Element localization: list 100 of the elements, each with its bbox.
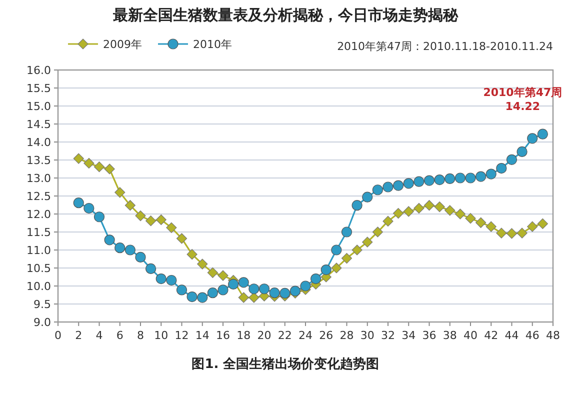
point bbox=[476, 217, 486, 228]
point bbox=[537, 218, 548, 230]
x-tick-label: 0 bbox=[54, 329, 62, 342]
y-tick-label: 16.0 bbox=[26, 64, 51, 77]
point bbox=[146, 216, 156, 226]
point bbox=[104, 234, 115, 246]
point bbox=[197, 258, 208, 270]
point bbox=[424, 200, 435, 211]
point bbox=[331, 262, 342, 274]
x-tick-label: 34 bbox=[402, 329, 416, 342]
point bbox=[414, 176, 424, 187]
point bbox=[84, 158, 94, 169]
point bbox=[258, 284, 270, 294]
y-tick-label: 12.0 bbox=[26, 208, 51, 221]
point bbox=[403, 178, 414, 189]
y-tick-label: 9.0 bbox=[34, 316, 51, 329]
point bbox=[176, 233, 188, 244]
point bbox=[248, 292, 260, 303]
point bbox=[207, 267, 218, 278]
annotation: 2010年第47周 14.22 bbox=[483, 86, 562, 114]
point bbox=[465, 172, 476, 184]
point bbox=[73, 153, 84, 164]
y-tick-label: 10.0 bbox=[26, 280, 51, 293]
point bbox=[84, 202, 94, 214]
x-tick-label: 48 bbox=[546, 329, 560, 342]
x-tick-label: 16 bbox=[216, 329, 230, 342]
point bbox=[269, 288, 280, 298]
x-tick-label: 38 bbox=[442, 329, 457, 342]
point bbox=[362, 236, 373, 248]
x-tick-label: 30 bbox=[360, 329, 374, 342]
point bbox=[476, 171, 486, 182]
point bbox=[197, 292, 208, 303]
point bbox=[403, 206, 414, 217]
y-tick-label: 15.5 bbox=[26, 82, 51, 95]
x-tick-label: 18 bbox=[236, 329, 251, 342]
point bbox=[434, 202, 445, 212]
point bbox=[341, 226, 352, 238]
y-tick-label: 10.5 bbox=[26, 262, 51, 275]
point bbox=[372, 184, 383, 196]
point bbox=[280, 288, 290, 298]
y-tick-label: 13.0 bbox=[26, 172, 51, 185]
point bbox=[434, 174, 445, 186]
y-tick-label: 14.0 bbox=[26, 136, 51, 149]
y-tick-label: 14.5 bbox=[26, 118, 51, 131]
point bbox=[300, 280, 311, 292]
x-tick-label: 40 bbox=[464, 329, 478, 342]
x-tick-label: 2 bbox=[75, 329, 82, 342]
point bbox=[496, 162, 507, 174]
point bbox=[166, 274, 177, 286]
point bbox=[176, 284, 188, 296]
y-tick-label: 13.5 bbox=[26, 154, 51, 167]
point bbox=[94, 212, 105, 222]
point bbox=[331, 244, 342, 256]
point bbox=[218, 284, 228, 296]
point bbox=[218, 270, 228, 281]
x-tick-label: 24 bbox=[298, 329, 312, 342]
y-tick-label: 12.5 bbox=[26, 190, 51, 203]
point bbox=[382, 216, 394, 226]
point bbox=[506, 154, 518, 165]
x-tick-label: 42 bbox=[484, 329, 498, 342]
point bbox=[444, 173, 456, 184]
x-tick-label: 22 bbox=[278, 329, 292, 342]
point bbox=[320, 264, 332, 276]
x-tick-label: 14 bbox=[195, 329, 210, 342]
point bbox=[156, 214, 166, 226]
caption: 图1. 全国生猪出场价变化趋势图 bbox=[192, 356, 380, 372]
point bbox=[341, 252, 352, 264]
point bbox=[382, 182, 394, 192]
x-tick-label: 46 bbox=[525, 329, 540, 342]
point bbox=[393, 208, 404, 219]
y-tick-label: 9.5 bbox=[34, 298, 51, 311]
point bbox=[516, 146, 528, 158]
x-tick-label: 44 bbox=[504, 329, 519, 342]
point bbox=[124, 200, 136, 211]
x-tick-label: 20 bbox=[257, 329, 272, 342]
point bbox=[290, 286, 300, 296]
point bbox=[186, 292, 198, 302]
point bbox=[362, 192, 373, 202]
point bbox=[444, 205, 456, 216]
x-tick-label: 28 bbox=[340, 329, 354, 342]
point bbox=[114, 187, 126, 198]
point bbox=[73, 198, 84, 208]
point bbox=[114, 242, 126, 254]
x-tick-label: 6 bbox=[116, 329, 124, 342]
point bbox=[454, 208, 466, 220]
point bbox=[372, 226, 383, 238]
point bbox=[207, 288, 218, 298]
point bbox=[124, 244, 136, 256]
point bbox=[393, 180, 404, 191]
x-tick-label: 36 bbox=[422, 329, 436, 342]
y-tick-label: 11.0 bbox=[26, 244, 51, 257]
chart-title: 最新全国生猪数量表及分析揭秘，今日市场走势揭秘 bbox=[112, 6, 459, 24]
point bbox=[94, 162, 105, 172]
x-tick-label: 32 bbox=[381, 329, 395, 342]
point bbox=[104, 164, 115, 174]
x-tick-label: 8 bbox=[137, 329, 144, 342]
point bbox=[496, 228, 507, 238]
point bbox=[310, 274, 322, 284]
point bbox=[414, 202, 424, 214]
point bbox=[465, 213, 476, 224]
